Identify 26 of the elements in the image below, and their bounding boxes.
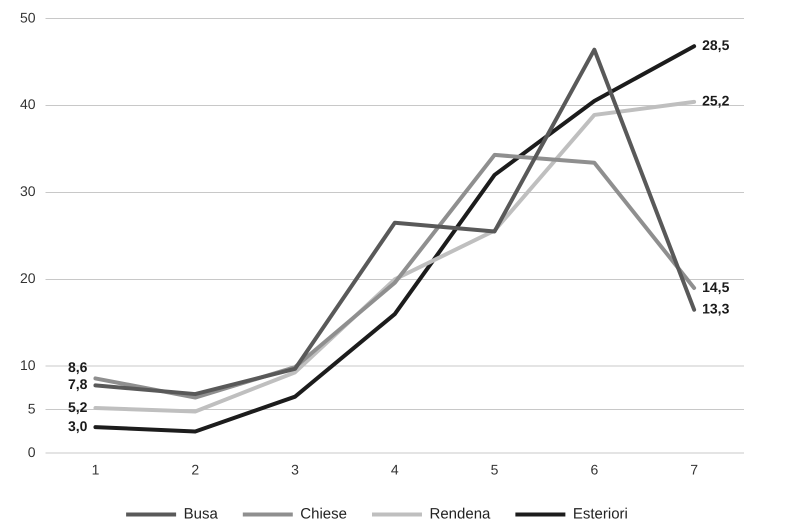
data-label: 8,6 xyxy=(68,359,88,376)
y-tick-label: 20 xyxy=(20,270,36,286)
x-tick-label: 3 xyxy=(291,461,300,478)
x-tick-label: 6 xyxy=(590,461,598,478)
annotation: 13,3 xyxy=(702,300,730,317)
legend-label: Busa xyxy=(184,506,218,523)
y-tick-label: 40 xyxy=(20,96,36,112)
annotation: 25,2 xyxy=(702,92,730,109)
y-tick-label: 10 xyxy=(20,357,36,374)
annotation: 28,5 xyxy=(702,37,730,54)
y-tick-label: 5 xyxy=(28,400,36,417)
y-tick-label: 0 xyxy=(28,444,36,460)
x-tick-label: 1 xyxy=(92,461,100,478)
x-tick-label: 2 xyxy=(191,461,200,478)
legend-label: Chiese xyxy=(300,506,348,523)
y-tick-label: 30 xyxy=(20,183,36,200)
x-tick-label: 5 xyxy=(490,461,499,478)
y-tick-label: 50 xyxy=(20,9,36,26)
legend-label: Esteriori xyxy=(572,506,628,523)
data-label: 3,0 xyxy=(68,418,88,434)
legend-label: Rendena xyxy=(429,506,492,523)
annotation: 14,5 xyxy=(702,278,730,295)
x-tick-label: 7 xyxy=(690,461,698,478)
data-label: 5,2 xyxy=(68,398,88,415)
x-tick-label: 4 xyxy=(390,461,399,478)
data-label: 7,8 xyxy=(68,376,88,392)
